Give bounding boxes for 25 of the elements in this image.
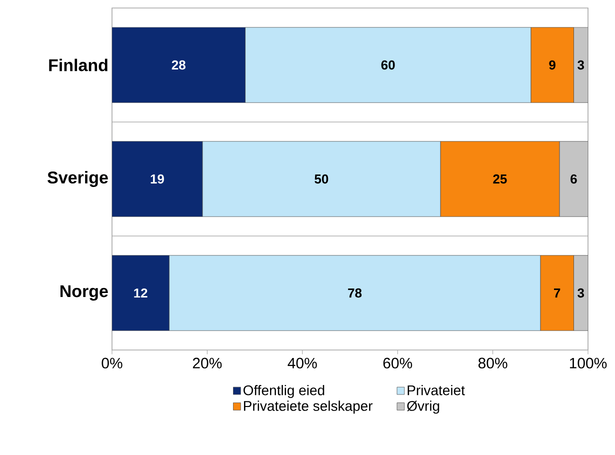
legend-label: Øvrig: [407, 400, 440, 414]
x-tick-label: 100%: [570, 358, 607, 368]
data-label: 28: [172, 60, 186, 70]
data-label: 3: [578, 288, 584, 298]
y-tick-label: Norge: [60, 285, 108, 301]
x-tick-label: 40%: [288, 358, 317, 368]
data-label: 6: [570, 174, 577, 184]
legend-label: Offentlig eied: [244, 384, 324, 398]
data-label: 19: [150, 174, 164, 184]
y-tick-label: Finland: [49, 58, 108, 72]
x-tick-label: 20%: [192, 358, 222, 368]
data-label: 60: [381, 60, 395, 70]
data-label: 25: [493, 174, 507, 184]
data-label: 9: [549, 60, 556, 70]
data-label: 3: [578, 60, 584, 70]
legend-label: Privateiet: [408, 384, 465, 396]
legend-label: Privateiete selskaper: [244, 400, 373, 414]
data-label: 50: [314, 174, 328, 184]
data-label: 12: [134, 288, 148, 298]
y-tick-label: Sverige: [48, 171, 108, 187]
data-label: 78: [348, 288, 362, 298]
x-tick-label: 80%: [478, 358, 508, 368]
data-label: 7: [554, 288, 560, 298]
x-tick-label: 0%: [102, 358, 122, 368]
x-tick-label: 60%: [383, 358, 412, 368]
